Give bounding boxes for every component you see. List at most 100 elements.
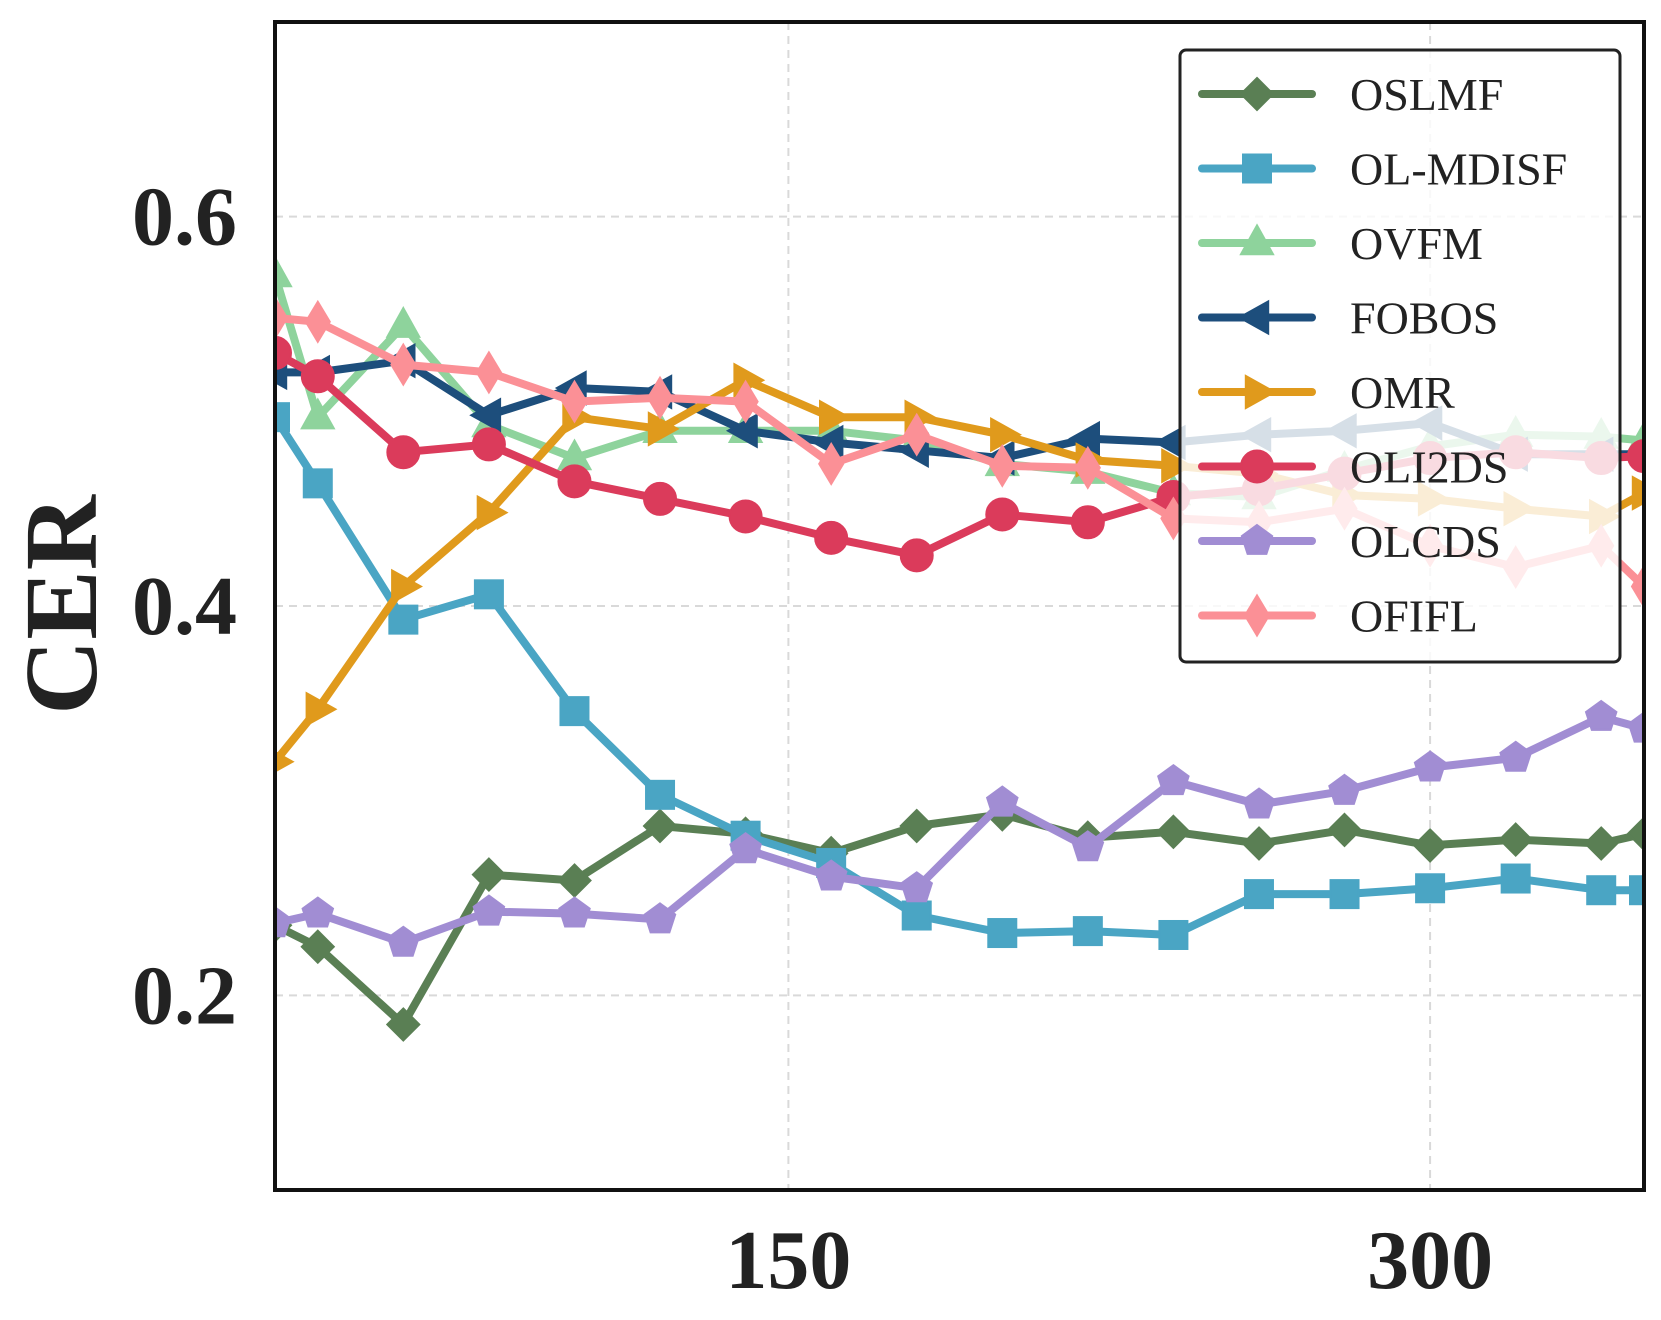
data-point-ovfm <box>275 255 293 288</box>
legend-marker-ovfm <box>1239 223 1275 256</box>
data-point-ol-mdisf <box>275 402 290 433</box>
data-point-oli2ds <box>386 435 421 470</box>
data-point-ol-mdisf <box>901 900 932 931</box>
legend-label: OLI2DS <box>1350 442 1508 493</box>
legend-item-ovfm: OVFM <box>1198 218 1483 269</box>
data-point-olcds <box>1157 763 1190 796</box>
data-point-ol-mdisf <box>1158 919 1189 950</box>
y-tick-label: 0.2 <box>132 949 237 1042</box>
data-point-oslmf <box>1327 812 1362 848</box>
data-point-oslmf <box>1412 827 1448 863</box>
legend-label: OLCDS <box>1350 516 1501 567</box>
data-point-fobos <box>469 397 502 433</box>
data-point-olcds <box>1413 750 1447 782</box>
data-point-oslmf <box>471 857 507 893</box>
data-point-ol-mdisf <box>388 604 419 635</box>
data-point-olcds <box>472 894 506 926</box>
data-point-oslmf <box>1626 816 1644 852</box>
legend-marker-omr <box>1244 374 1277 410</box>
data-point-oli2ds <box>471 427 506 462</box>
data-point-oli2ds <box>899 538 934 573</box>
data-point-olcds <box>643 902 677 934</box>
legend-item-ofifl: OFIFL <box>1198 591 1478 642</box>
legend-marker-olcds <box>1240 523 1274 555</box>
data-point-fobos <box>725 413 758 449</box>
y-tick-label: 0.6 <box>132 171 237 264</box>
data-point-ol-mdisf <box>1072 916 1103 947</box>
data-point-olcds <box>1499 740 1533 772</box>
data-point-oli2ds <box>985 497 1020 532</box>
data-point-olcds <box>1328 773 1361 805</box>
data-point-oli2ds <box>557 464 592 499</box>
data-point-ofifl <box>275 295 289 340</box>
data-point-ovfm <box>385 306 421 338</box>
data-point-ol-mdisf <box>1500 863 1531 894</box>
data-point-olcds <box>814 859 848 891</box>
data-point-ol-mdisf <box>1329 879 1360 910</box>
legend-marker-ofifl <box>1243 593 1271 638</box>
data-point-oli2ds <box>814 520 849 555</box>
legend-item-oslmf: OSLMF <box>1198 69 1503 120</box>
data-point-oslmf <box>1241 826 1277 861</box>
data-point-omr <box>275 750 295 773</box>
data-point-olcds <box>1242 787 1276 819</box>
data-point-omr <box>1631 475 1644 511</box>
data-point-ofifl <box>1074 445 1101 490</box>
data-point-oslmf <box>899 808 935 844</box>
data-point-olcds <box>1584 699 1618 731</box>
data-point-olcds <box>729 832 762 864</box>
legend-label: OFIFL <box>1350 591 1478 642</box>
data-point-oli2ds <box>1070 505 1105 540</box>
x-tick-label: 300 <box>1367 1214 1493 1307</box>
data-point-oslmf <box>300 929 336 965</box>
data-point-oli2ds <box>300 359 335 394</box>
data-point-omr <box>305 691 338 727</box>
data-point-oli2ds <box>1627 439 1644 474</box>
data-point-ol-mdisf <box>1629 875 1644 906</box>
data-point-ofifl <box>646 375 674 420</box>
y-tick-label: 0.4 <box>132 560 237 653</box>
data-point-fobos <box>1068 420 1100 457</box>
data-point-ofifl <box>903 412 930 457</box>
x-tick-label: 150 <box>725 1214 851 1307</box>
data-point-olcds <box>1627 711 1644 743</box>
legend-marker-ol-mdisf <box>1242 153 1272 184</box>
legend-item-fobos: FOBOS <box>1198 293 1498 344</box>
y-axis-title: CER <box>4 493 119 714</box>
legend-item-oli2ds: OLI2DS <box>1198 442 1508 493</box>
data-point-ol-mdisf <box>987 918 1018 949</box>
data-point-ovfm <box>300 397 336 430</box>
data-point-ofifl <box>475 350 503 395</box>
series-olcds <box>275 699 1644 957</box>
data-point-oslmf <box>1155 814 1191 850</box>
data-point-oslmf <box>1498 822 1534 858</box>
data-point-oli2ds <box>275 335 292 370</box>
data-point-ol-mdisf <box>1586 875 1617 906</box>
data-point-olcds <box>985 785 1019 817</box>
legend: OSLMF OL-MDISF OVFM FOBOS OMR OLI2DS OLCDS OFIF… <box>1178 48 1622 664</box>
data-point-olcds <box>301 896 335 928</box>
legend-item-omr: OMR <box>1198 367 1455 418</box>
legend-label: OMR <box>1350 367 1455 418</box>
data-point-oslmf <box>1583 826 1619 861</box>
legend-label: OVFM <box>1350 218 1483 269</box>
data-point-olcds <box>386 925 420 957</box>
ticks: 0.2 0.4 0.6 150 300 <box>132 171 1493 1307</box>
data-point-ofifl <box>989 443 1016 488</box>
data-point-omr <box>990 417 1022 453</box>
data-point-ofifl <box>818 441 845 486</box>
data-point-ol-mdisf <box>473 579 504 610</box>
data-point-ofifl <box>732 379 759 424</box>
data-point-ofifl <box>1630 564 1644 609</box>
data-point-ofifl <box>304 299 331 344</box>
data-point-omr <box>819 399 851 435</box>
legend-label: FOBOS <box>1350 293 1498 344</box>
plot-frame <box>273 20 1646 1192</box>
legend-item-ol-mdisf: OL-MDISF <box>1198 144 1567 195</box>
data-point-ol-mdisf <box>302 468 333 499</box>
data-point-omr <box>476 494 509 531</box>
legend-marker-oslmf <box>1239 76 1275 112</box>
legend-box <box>1178 48 1622 664</box>
legend-label: OL-MDISF <box>1350 144 1567 195</box>
